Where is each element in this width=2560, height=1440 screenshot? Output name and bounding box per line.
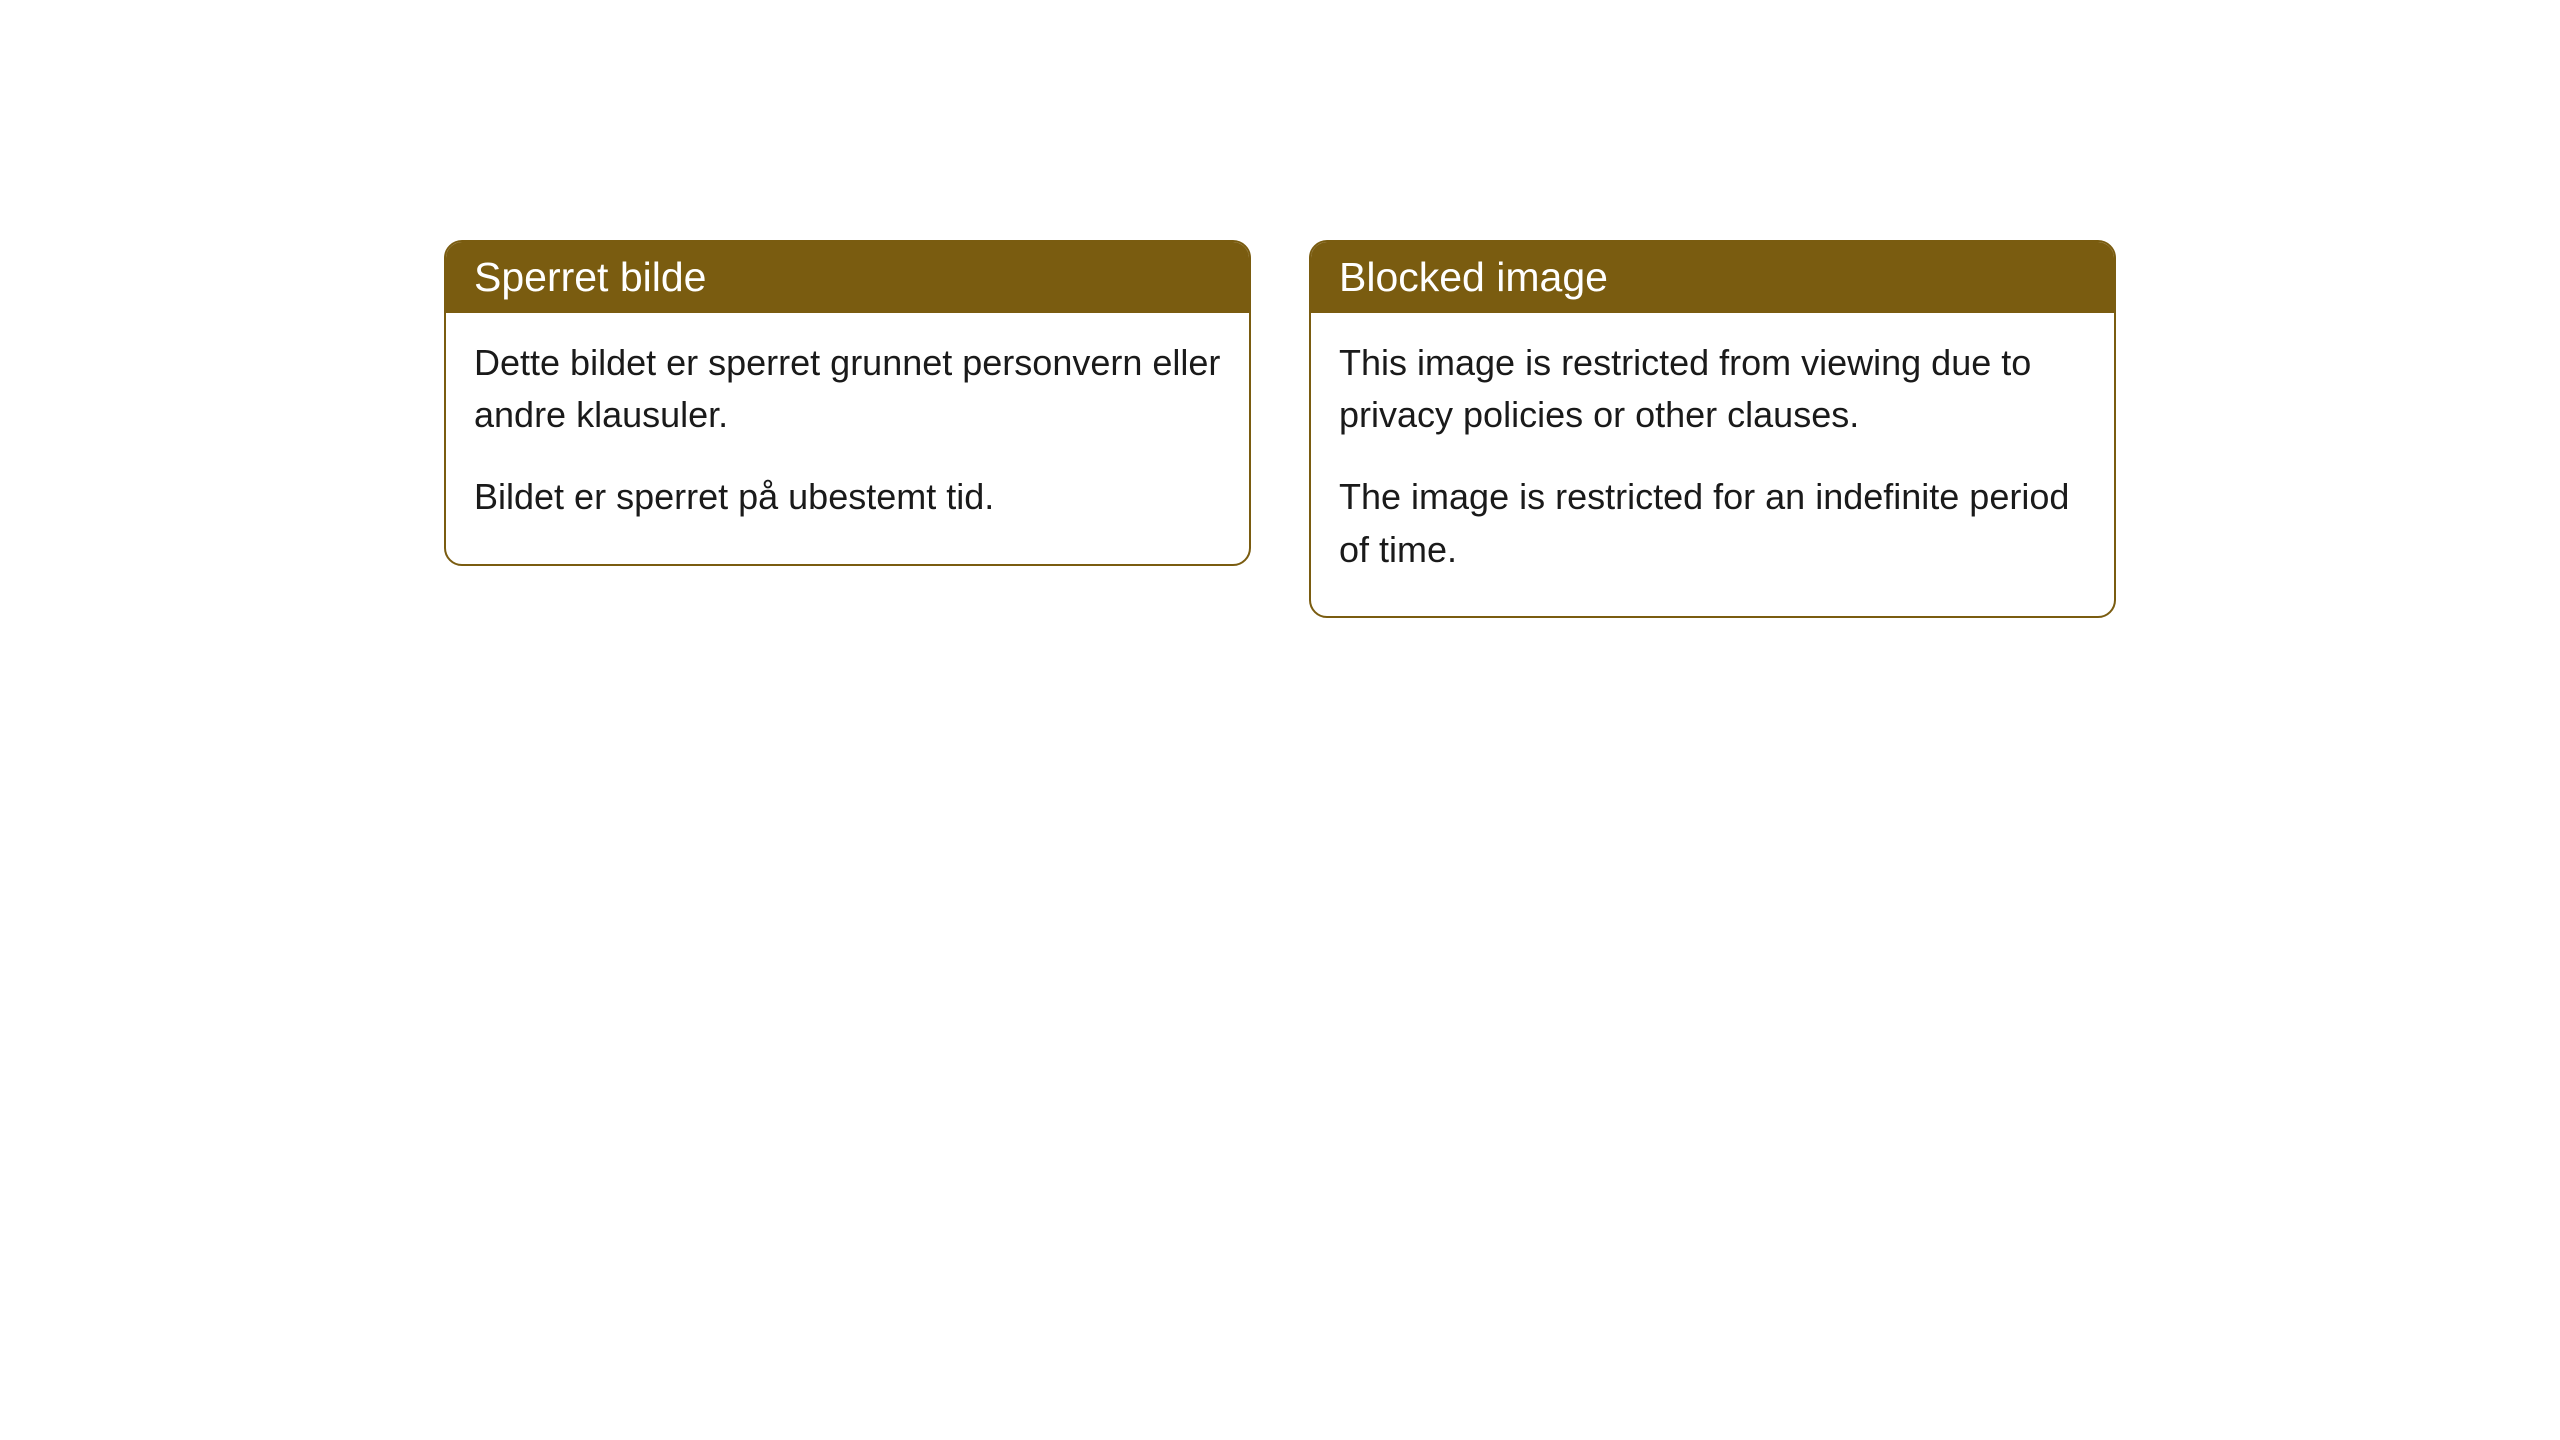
card-header: Sperret bilde	[446, 242, 1249, 313]
card-body: Dette bildet er sperret grunnet personve…	[446, 313, 1249, 564]
blocked-image-card-norwegian: Sperret bilde Dette bildet er sperret gr…	[444, 240, 1251, 566]
card-paragraph-2: Bildet er sperret på ubestemt tid.	[474, 471, 1221, 523]
card-header: Blocked image	[1311, 242, 2114, 313]
card-paragraph-1: Dette bildet er sperret grunnet personve…	[474, 337, 1221, 441]
card-paragraph-1: This image is restricted from viewing du…	[1339, 337, 2086, 441]
card-body: This image is restricted from viewing du…	[1311, 313, 2114, 616]
blocked-image-card-english: Blocked image This image is restricted f…	[1309, 240, 2116, 618]
card-paragraph-2: The image is restricted for an indefinit…	[1339, 471, 2086, 575]
